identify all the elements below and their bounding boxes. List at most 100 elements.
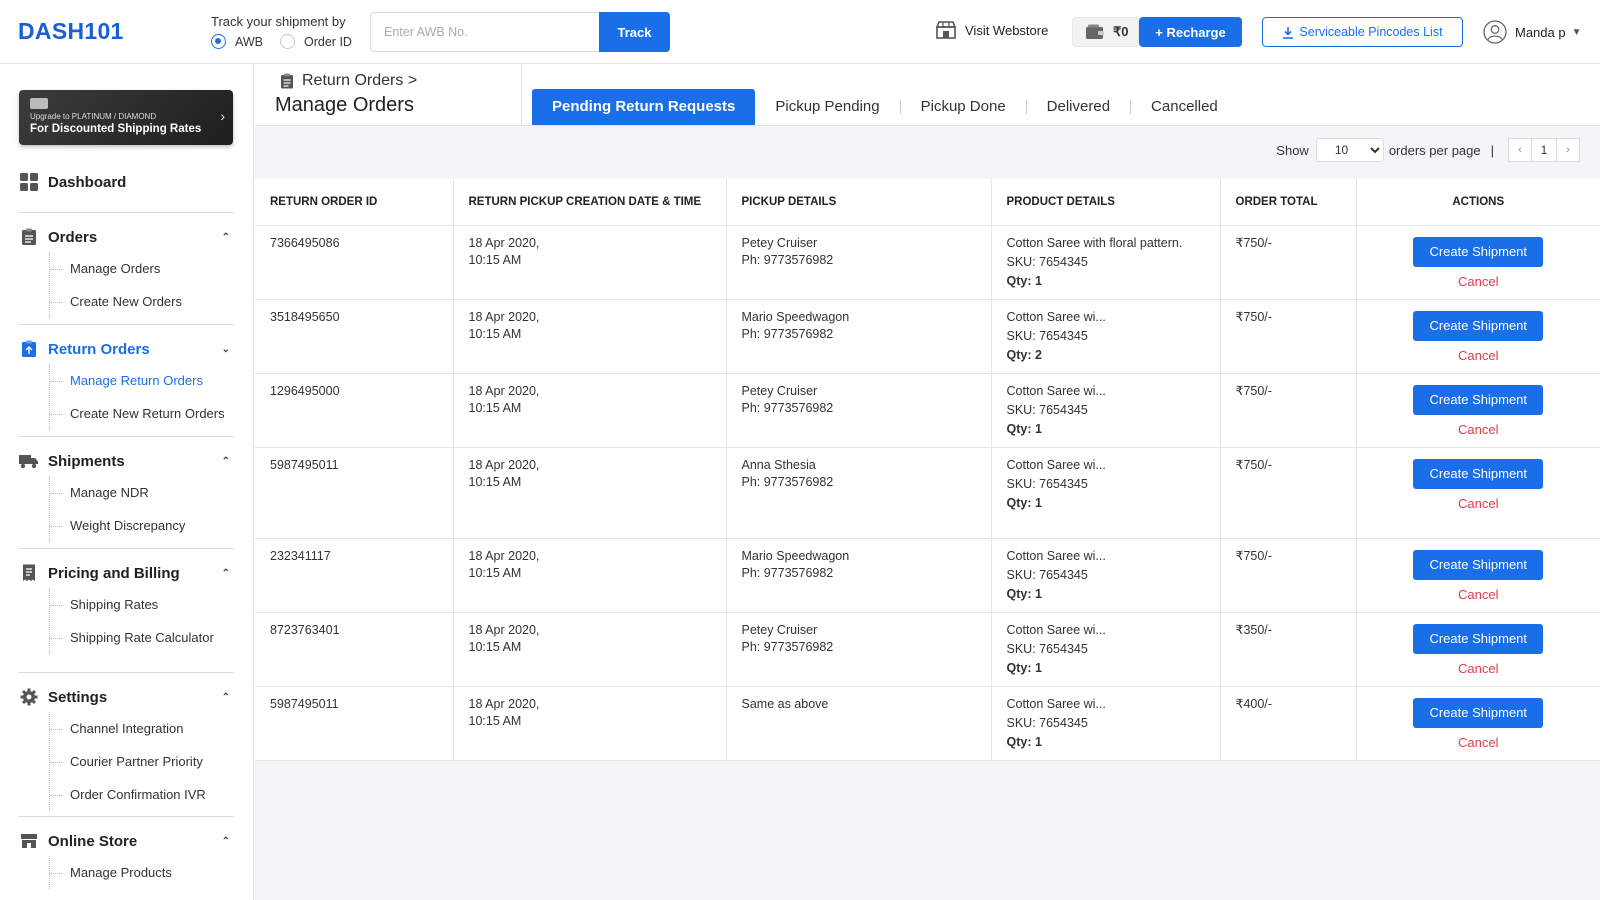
- nav-return-orders-header[interactable]: Return Orders ⌄: [19, 338, 234, 360]
- pickup-date: 18 Apr 2020,: [468, 696, 540, 711]
- nav-pricing-billing-header[interactable]: Pricing and Billing ⌃: [19, 562, 234, 584]
- pickup-phone: Ph: 9773576982: [741, 326, 834, 341]
- cancel-link[interactable]: Cancel: [1458, 273, 1499, 289]
- pickup-name: Petey Cruiser: [741, 235, 818, 250]
- product-sku: SKU: 7654345: [1006, 567, 1088, 582]
- radio-order-id-circle[interactable]: [280, 34, 296, 49]
- tab-delivered[interactable]: Delivered: [1046, 98, 1111, 115]
- table-header-row: Return Order ID Return Pickup Creation D…: [255, 179, 1600, 226]
- truck-icon: [19, 451, 39, 471]
- nav-online-store-header[interactable]: Online Store ⌃: [19, 830, 234, 852]
- upgrade-banner[interactable]: Upgrade to PLATINUM / DIAMOND For Discou…: [19, 90, 233, 145]
- nav-shipments-label: Shipments: [48, 452, 125, 470]
- orders-table-body: 7366495086 18 Apr 2020, 10:15 AM Petey Crui…: [255, 225, 1600, 761]
- nav-online-store-label: Online Store: [48, 832, 138, 850]
- pickup-phone: Ph: 9773576982: [741, 474, 834, 489]
- tab-pickup-done[interactable]: Pickup Done: [920, 98, 1006, 115]
- chevron-up-icon: ⌃: [221, 455, 230, 467]
- track-type-radio-group: AWB Order ID: [211, 34, 369, 49]
- receipt-icon: [19, 563, 39, 583]
- product-qty: Qty: 2: [1006, 347, 1042, 362]
- pickup-date: 18 Apr 2020,: [468, 309, 540, 324]
- product-name: Cotton Saree wi...: [1006, 622, 1106, 637]
- sidebar-item-create-new-orders[interactable]: Create New Orders: [50, 285, 234, 318]
- product-name: Cotton Saree wi...: [1006, 383, 1106, 398]
- sidebar-item-shipping-rate-calculator[interactable]: Shipping Rate Calculator: [50, 621, 234, 654]
- nav-orders: Orders ⌃ Manage Orders Create New Orders: [19, 226, 234, 318]
- track-button[interactable]: Track: [599, 12, 670, 52]
- nav-dashboard[interactable]: Dashboard: [19, 171, 234, 193]
- cancel-link[interactable]: Cancel: [1458, 660, 1499, 676]
- clipboard-icon: [19, 227, 39, 247]
- gear-icon: [19, 687, 39, 707]
- chevron-right-icon: ›: [220, 108, 225, 124]
- user-menu[interactable]: Manda p ▼: [1483, 20, 1582, 44]
- radio-awb[interactable]: AWB: [211, 34, 263, 49]
- next-page-button[interactable]: ›: [1556, 138, 1580, 162]
- awb-input[interactable]: [370, 12, 600, 52]
- recharge-button[interactable]: + Recharge: [1139, 17, 1242, 47]
- divider: [1130, 100, 1132, 114]
- sidebar-item-order-confirmation-ivr[interactable]: Order Confirmation IVR: [50, 778, 234, 811]
- store-icon: [936, 21, 956, 39]
- row-actions: Create Shipment Cancel: [1356, 686, 1600, 761]
- sidebar-item-manage-return-orders[interactable]: Manage Return Orders: [50, 364, 234, 397]
- nav-orders-header[interactable]: Orders ⌃: [19, 226, 234, 248]
- tab-pickup-pending[interactable]: Pickup Pending: [775, 98, 880, 115]
- create-shipment-button[interactable]: Create Shipment: [1413, 384, 1544, 415]
- pickup-time: 10:15 AM: [468, 326, 522, 341]
- breadcrumb[interactable]: Return Orders >: [280, 72, 417, 90]
- nav-settings-label: Settings: [48, 688, 108, 706]
- order-total: ₹400/-: [1220, 686, 1357, 761]
- cancel-link[interactable]: Cancel: [1458, 734, 1499, 750]
- product-details: Cotton Saree wi... SKU: 7654345 Qty: 1: [991, 612, 1221, 687]
- sidebar-item-courier-partner-priority[interactable]: Courier Partner Priority: [50, 745, 234, 778]
- product-qty: Qty: 1: [1006, 660, 1042, 675]
- serviceable-pincodes-button[interactable]: Serviceable Pincodes List: [1262, 17, 1463, 47]
- top-bar: DASH101 Track your shipment by AWB Order…: [0, 0, 1600, 64]
- status-tabs: Pending Return Requests Pickup Pending P…: [532, 88, 1238, 126]
- prev-page-button[interactable]: ‹: [1508, 138, 1532, 162]
- sidebar-item-weight-discrepancy[interactable]: Weight Discrepancy: [50, 509, 234, 542]
- cancel-link[interactable]: Cancel: [1458, 495, 1499, 511]
- tab-cancelled[interactable]: Cancelled: [1151, 98, 1218, 115]
- logo[interactable]: DASH101: [18, 18, 124, 44]
- radio-awb-circle[interactable]: [211, 34, 226, 49]
- create-shipment-button[interactable]: Create Shipment: [1413, 236, 1544, 267]
- visit-webstore-link[interactable]: Visit Webstore: [936, 21, 1048, 39]
- create-shipment-button[interactable]: Create Shipment: [1413, 697, 1544, 728]
- create-shipment-button[interactable]: Create Shipment: [1413, 549, 1544, 580]
- sidebar-item-manage-orders[interactable]: Manage Orders: [50, 252, 234, 285]
- pickup-time: 10:15 AM: [468, 400, 522, 415]
- product-qty: Qty: 1: [1006, 421, 1042, 436]
- sidebar-item-channel-integration[interactable]: Channel Integration: [50, 712, 234, 745]
- sidebar-item-shipping-rates[interactable]: Shipping Rates: [50, 588, 234, 621]
- radio-order-id[interactable]: Order ID: [280, 34, 352, 49]
- pickup-name: Mario Speedwagon: [741, 548, 850, 563]
- tab-pending-return-requests[interactable]: Pending Return Requests: [532, 89, 756, 125]
- cancel-link[interactable]: Cancel: [1458, 421, 1499, 437]
- pickup-datetime: 18 Apr 2020, 10:15 AM: [453, 447, 727, 539]
- nav-pricing-billing: Pricing and Billing ⌃ Shipping Rates Shi…: [19, 562, 234, 654]
- product-sku: SKU: 7654345: [1006, 715, 1088, 730]
- sidebar-item-create-new-return-orders[interactable]: Create New Return Orders: [50, 397, 234, 430]
- cancel-link[interactable]: Cancel: [1458, 586, 1499, 602]
- per-page-select[interactable]: 10: [1315, 138, 1384, 162]
- product-details: Cotton Saree wi... SKU: 7654345 Qty: 1: [991, 538, 1221, 613]
- table-row: 8723763401 18 Apr 2020, 10:15 AM Petey Crui…: [255, 612, 1600, 687]
- product-name: Cotton Saree with floral pattern.: [1006, 235, 1183, 250]
- order-total: ₹750/-: [1220, 299, 1357, 374]
- create-shipment-button[interactable]: Create Shipment: [1413, 310, 1544, 341]
- create-shipment-button[interactable]: Create Shipment: [1413, 458, 1544, 489]
- nav-shipments-header[interactable]: Shipments ⌃: [19, 450, 234, 472]
- sidebar-item-manage-ndr[interactable]: Manage NDR: [50, 476, 234, 509]
- cancel-link[interactable]: Cancel: [1458, 347, 1499, 363]
- sidebar-item-manage-products[interactable]: Manage Products: [50, 856, 234, 889]
- serviceable-pincodes-label: Serviceable Pincodes List: [1299, 25, 1443, 39]
- create-shipment-button[interactable]: Create Shipment: [1413, 623, 1544, 654]
- order-total: ₹750/-: [1220, 538, 1357, 613]
- page-number[interactable]: 1: [1532, 138, 1556, 162]
- orders-table: Return Order ID Return Pickup Creation D…: [255, 179, 1600, 761]
- sidebar: Upgrade to PLATINUM / DIAMOND For Discou…: [0, 64, 254, 900]
- nav-settings-header[interactable]: Settings ⌃: [19, 686, 234, 708]
